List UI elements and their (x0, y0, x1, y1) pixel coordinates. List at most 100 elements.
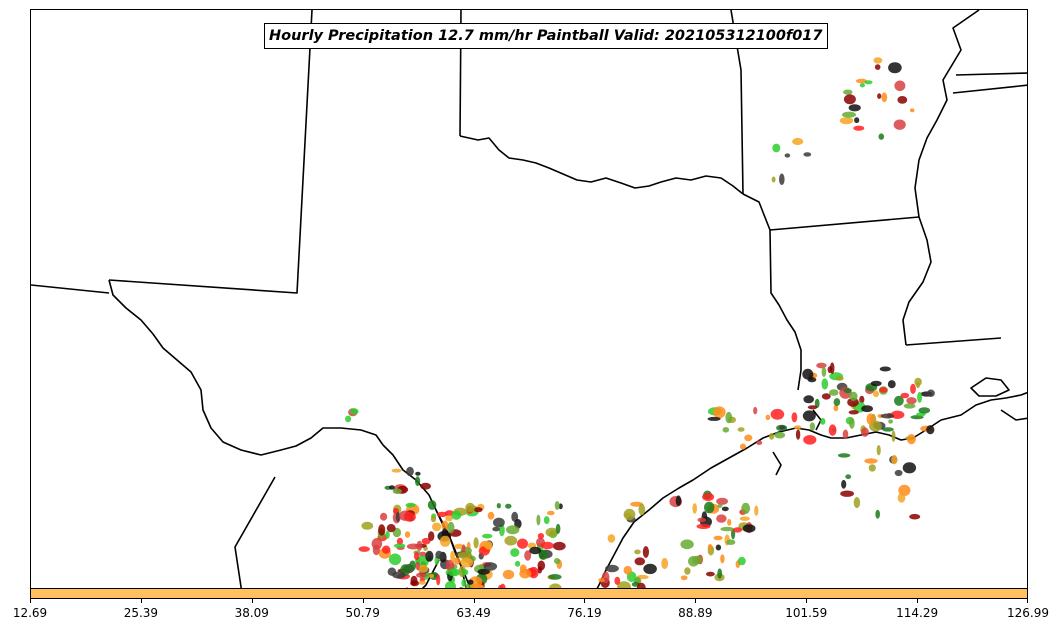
precip-blob (510, 548, 520, 557)
precip-blob (744, 434, 753, 442)
precip-blob (469, 576, 483, 588)
precip-blob (506, 525, 520, 535)
precip-blob (477, 568, 490, 575)
colorbar-tick (584, 599, 586, 603)
precip-blob (505, 503, 512, 509)
precip-blob (716, 497, 728, 505)
precip-blob (900, 392, 910, 399)
precip-blob (545, 527, 559, 537)
precip-blob (623, 565, 632, 575)
colorbar-tick-label: 88.89 (678, 606, 713, 620)
precip-blob (396, 537, 403, 546)
precip-blob (842, 111, 856, 118)
precip-blob (361, 521, 374, 530)
precip-blob (413, 552, 420, 561)
precip-blob (720, 554, 725, 564)
precip-blob (891, 430, 896, 442)
precip-blob (741, 502, 751, 514)
precip-blob (792, 137, 804, 146)
precip-blob (732, 527, 743, 533)
precip-blob (839, 117, 854, 125)
precip-blob (684, 567, 691, 575)
precip-blob (840, 490, 854, 497)
precip-blob (909, 513, 921, 520)
precip-blob (461, 578, 467, 587)
precip-blob (712, 406, 726, 419)
precip-blob (771, 176, 776, 183)
precip-blob (918, 407, 931, 414)
precip-blob (906, 434, 916, 445)
precip-blob (861, 427, 869, 437)
precip-blob (415, 471, 421, 476)
precip-blob (843, 89, 853, 95)
precip-blob (514, 560, 521, 567)
precip-blob (496, 503, 501, 509)
precip-blob (906, 397, 917, 405)
precip-blob (704, 501, 715, 514)
precip-blob (910, 383, 916, 394)
colorbar-tick-label: 63.49 (456, 606, 491, 620)
precip-blob (483, 562, 498, 571)
precip-blob (380, 512, 388, 521)
precip-blob (388, 553, 402, 566)
precip-blob (502, 569, 515, 580)
precip-blob (726, 539, 736, 545)
precip-blob (460, 557, 474, 568)
precip-blob (553, 558, 561, 564)
precip-blob (774, 431, 786, 439)
precip-blob (548, 574, 562, 580)
precip-blob (870, 380, 882, 387)
precip-blob (642, 546, 650, 558)
mexico-state-line-1 (234, 476, 276, 598)
colorbar-tick-label: 12.69 (12, 606, 48, 620)
precip-blob (833, 404, 839, 412)
precip-blob (868, 464, 876, 472)
state-border-la-ms (905, 337, 1002, 346)
precip-blob (410, 580, 420, 587)
precip-blob (756, 440, 763, 446)
precip-blob (345, 415, 352, 423)
colorbar-tick-label: 114.29 (896, 606, 939, 620)
precip-blob (779, 173, 785, 186)
precip-blob (890, 410, 905, 419)
precip-blob (707, 544, 713, 551)
colorbar-tick (362, 599, 364, 603)
precip-blob (784, 153, 791, 158)
precip-blob (537, 560, 546, 571)
colorbar-tick (30, 599, 31, 603)
precip-blob (843, 388, 852, 394)
precip-blob (430, 515, 437, 523)
precip-blob (554, 501, 560, 510)
mississippi-river (902, 10, 980, 346)
precip-blob (393, 543, 406, 549)
precip-blob (706, 571, 715, 577)
map-title: Hourly Precipitation 12.7 mm/hr Paintbal… (264, 23, 828, 49)
colorbar-tick (917, 599, 919, 603)
colorbar-tick-label: 38.09 (234, 606, 269, 620)
precip-blob (894, 395, 904, 406)
precip-blob (770, 408, 785, 420)
precip-blob (739, 516, 750, 521)
precip-blob (717, 568, 723, 579)
precip-blob (882, 427, 894, 432)
precip-blob (427, 500, 437, 510)
precip-blob (349, 408, 359, 415)
colorbar-tick-label: 126.99 (1007, 606, 1049, 620)
precip-blob (441, 520, 449, 531)
precip-blob (378, 524, 386, 536)
precip-blob (395, 512, 400, 522)
precip-blob (467, 579, 474, 585)
precip-blob (893, 119, 906, 130)
precip-blob (793, 425, 802, 430)
state-border-ne-top (955, 72, 1027, 76)
precip-blob (829, 362, 835, 375)
precip-blob (661, 557, 669, 570)
precip-blob (499, 524, 505, 537)
precip-blob (421, 537, 431, 545)
precip-blob (555, 523, 561, 534)
precip-blob (848, 410, 859, 415)
precip-blob (696, 523, 711, 530)
precip-blob (737, 427, 745, 432)
precip-blob (740, 443, 746, 450)
precip-blob (492, 526, 500, 532)
